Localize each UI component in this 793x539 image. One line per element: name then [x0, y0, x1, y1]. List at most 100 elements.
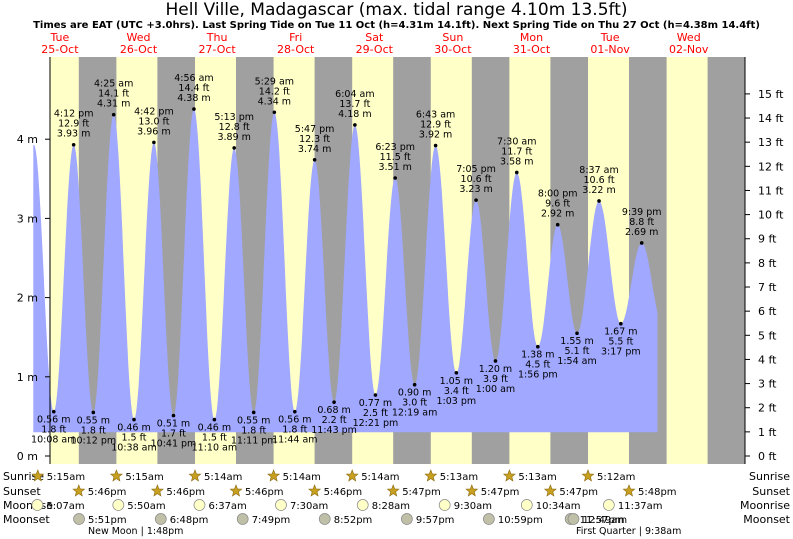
moonset-moon-icon — [567, 513, 580, 525]
tide-label: 3.74 m — [298, 144, 331, 155]
moonset-moon-icon — [483, 513, 495, 525]
tide-point — [619, 321, 623, 326]
day-date: 25-Oct — [41, 43, 79, 56]
tide-label: 3.4 ft — [444, 386, 469, 397]
sunset-time: 5:47pm — [481, 487, 520, 498]
moonrise-time: 7:30am — [290, 501, 328, 512]
day-name: Tue — [600, 31, 620, 44]
sunrise-star-icon — [188, 469, 202, 482]
sunset-time: 5:47pm — [402, 487, 441, 498]
day-name: Mon — [520, 31, 543, 44]
moonset-time: 5:51pm — [88, 515, 127, 526]
tide-label: 0.56 m — [37, 415, 70, 426]
tide-point — [51, 409, 56, 414]
moonset-moon-icon — [154, 513, 167, 525]
row-label-left: Sunset — [3, 485, 41, 498]
tide-point — [555, 222, 560, 227]
tide-point — [493, 359, 498, 363]
y-tick-label-ft: 13 ft — [758, 136, 784, 149]
y-tick-label-ft: 8 ft — [758, 257, 777, 270]
sunrise-time: 5:12am — [597, 472, 635, 483]
day-name: Sat — [365, 31, 384, 44]
moonset-moon-icon — [73, 513, 85, 525]
tide-label: 3.9 ft — [483, 374, 508, 385]
sunset-time: 5:46pm — [166, 487, 205, 498]
row-label-right: Sunrise — [749, 470, 790, 483]
tide-label: 10.6 ft — [461, 174, 492, 185]
sunset-time: 5:46pm — [245, 487, 284, 498]
moonset-time: 10:59pm — [498, 515, 543, 526]
tide-label: 12.8 ft — [219, 122, 250, 133]
tide-label: 1:54 am — [557, 356, 596, 367]
moonrise-moon-icon — [31, 499, 44, 511]
tide-point — [514, 170, 519, 175]
row-label-left: Moonset — [3, 513, 50, 526]
moonset-time: 9:57pm — [416, 515, 455, 526]
day-name: Thu — [206, 31, 228, 44]
sunset-star-icon — [150, 484, 164, 497]
tide-label: 2.69 m — [625, 227, 658, 238]
sunrise-time: 5:13am — [518, 472, 556, 483]
tide-label: 4.34 m — [258, 96, 291, 107]
chart-title: Hell Ville, Madagascar (max. tidal range… — [165, 0, 628, 20]
y-tick-label-ft: 6 ft — [758, 305, 777, 318]
tide-label: 5:47 pm — [295, 124, 335, 135]
sunset-time: 5:47pm — [559, 487, 598, 498]
tide-label: 3:17 pm — [601, 347, 641, 358]
tide-point — [412, 382, 417, 387]
day-date: 31-Oct — [513, 43, 551, 56]
tide-label: 1.8 ft — [41, 425, 66, 436]
tide-label: 9.6 ft — [545, 199, 570, 210]
tide-label: 1.55 m — [560, 336, 593, 347]
tide-label: 6:04 am — [335, 89, 374, 100]
tide-point — [272, 110, 277, 115]
tide-label: 10:12 pm — [70, 435, 116, 446]
tide-label: 1:56 pm — [518, 370, 558, 381]
tide-label: 7:05 pm — [456, 164, 496, 175]
sunrise-star-icon — [109, 469, 123, 482]
tide-label: 0.51 m — [157, 419, 190, 430]
tide-label: 1.5 ft — [121, 433, 146, 444]
sunrise-time: 5:15am — [47, 472, 85, 483]
moonrise-moon-icon — [438, 499, 451, 511]
moonrise-time: 9:30am — [454, 501, 492, 512]
sunrise-star-icon — [581, 469, 595, 482]
moonset-moon-icon — [236, 513, 249, 525]
moonset-moon-icon — [318, 513, 331, 525]
sunrise-time: 5:14am — [361, 472, 399, 483]
tide-label: 0.55 m — [237, 415, 270, 426]
day-date: 01-Nov — [590, 43, 630, 56]
tide-label: 0.90 m — [398, 388, 431, 399]
tide-label: 11:11 pm — [231, 435, 277, 446]
tide-point — [251, 410, 256, 415]
tide-label: 0.68 m — [317, 405, 350, 416]
tide-label: 11:44 am — [272, 435, 317, 446]
tide-label: 5:29 am — [255, 76, 294, 87]
tide-label: 12.9 ft — [58, 119, 89, 130]
tide-label: 11:10 am — [192, 443, 237, 454]
tide-label: 13.0 ft — [138, 116, 169, 127]
tide-label: 11.7 ft — [501, 146, 532, 157]
tide-label: 4.5 ft — [525, 360, 550, 371]
moonset-time: 6:48pm — [170, 515, 209, 526]
tide-point — [192, 107, 196, 111]
tide-point — [639, 241, 644, 245]
tide-label: 10:41 pm — [151, 439, 197, 450]
chart-subtitle: Times are EAT (UTC +3.0hrs). Last Spring… — [33, 20, 760, 31]
moonrise-moon-icon — [356, 499, 369, 511]
moon-phase-first-quarter: First Quarter | 9:38am — [576, 526, 681, 537]
tide-label: 1.8 ft — [81, 425, 106, 436]
tide-label: 3.58 m — [500, 156, 533, 167]
daylight-band — [666, 57, 708, 464]
tide-label: 0.46 m — [117, 423, 150, 434]
tide-label: 6:43 am — [416, 110, 455, 121]
tide-point — [474, 198, 478, 202]
tide-label: 12:19 am — [392, 408, 437, 419]
tide-label: 10:08 am — [31, 435, 76, 446]
y-tick-label-ft: 9 ft — [758, 233, 777, 246]
tide-label: 3.51 m — [378, 162, 411, 173]
tide-label: 6:23 pm — [375, 142, 415, 153]
tide-label: 1:00 am — [476, 384, 515, 395]
day-name: Fri — [289, 31, 302, 44]
